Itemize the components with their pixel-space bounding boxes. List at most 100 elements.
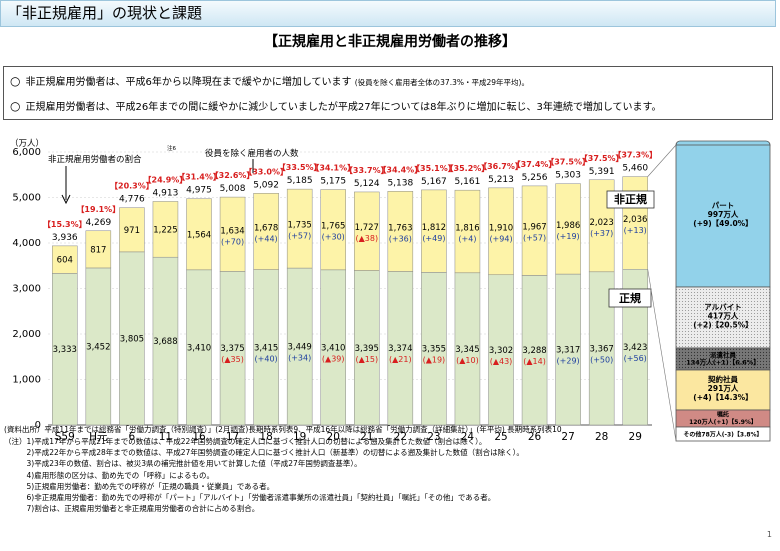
bar-nonregular-value: 1,727 [355,223,379,233]
bar-regular [354,270,380,426]
bar-regular [454,272,481,426]
bar-regular-change: (▲35) [221,355,244,364]
breakdown-name: 嘱託 [717,411,729,419]
bar-nonregular-change: (▲38) [355,234,378,243]
bar-nonregular-value: 1,986 [556,221,580,231]
bar-regular [320,269,346,426]
bar-regular [52,273,78,426]
summary-line-1: ○ 非正規雇用労働者は、平成6年から以降現在まで緩やかに増加しています (役員を除… [10,73,529,88]
bar-nonregular [186,198,212,271]
nonregular-ratio: 【34.4%】 [378,164,422,174]
bar-total: 5,138 [387,178,413,188]
bar-nonregular-value: 1,967 [522,223,546,233]
x-tick-label: 24 [461,431,475,443]
bar-total: 5,391 [589,167,615,177]
nonregular-tag-box [606,190,655,209]
bar-regular-value: 3,288 [522,346,546,356]
bar-regular [219,271,246,426]
bar-regular-value: 3,367 [589,344,613,354]
bar-nonregular-change: (+13) [624,226,647,235]
bar-regular-change: (▲15) [355,355,378,364]
bar-regular-change: (▲39) [322,354,345,363]
footnote-5: 5)正規雇用労働者：勤め先での呼称が「正規の職員・従業員」である者。 [4,481,275,491]
bar-total: 5,092 [253,180,279,190]
bar-total: 5,256 [522,173,548,183]
bar-regular-value: 3,302 [489,346,513,356]
breakdown-value: その他78万人(-3)【3.8%】 [683,431,762,439]
x-tick-label: H元 [89,431,108,443]
circle-bullet-icon: ○ [10,99,21,113]
x-tick-label: 17 [226,431,239,443]
breakdown-name: アルバイト [704,303,741,312]
nonregular-ratio: 【35.2%】 [446,163,490,173]
breakdown-segment [675,369,771,411]
bar-nonregular [253,193,279,270]
footnote-2: 2)平成22年から平成28年までの数値は、平成27年国勢調査の確定人口に基づく推… [4,448,524,458]
y-tick-label: 5,000 [12,193,41,204]
nonregular-ratio: 【37.5%】 [546,157,590,167]
bar-nonregular-value: 1,765 [321,222,345,232]
nonregular-ratio: 【24.9%】 [144,174,188,184]
bar-regular-value: 3,452 [86,342,110,352]
nonregular-ratio: 【32.6%】 [211,170,255,180]
bar-regular-change: (▲14) [523,357,546,366]
nonregular-ratio: 【34.1%】 [311,163,355,173]
nonregular-ratio: 【15.3%】 [43,219,87,229]
nonregular-ratio: 【37.3%】 [613,150,657,160]
nonregular-ratio: 【36.7%】 [479,161,523,171]
bar-nonregular [421,189,447,273]
x-tick-label: 25 [494,431,507,443]
bar-regular-value: 3,410 [321,343,345,353]
bar-nonregular [286,188,313,269]
bar-regular [286,267,313,426]
breakdown-change: (+9)【49.0%】 [693,218,752,228]
bar-regular-change: (▲10) [456,356,479,365]
bar-nonregular-value: 1,634 [220,226,244,236]
x-tick-label: 16 [192,431,206,443]
bar-nonregular [454,189,481,274]
bar-nonregular [488,187,514,276]
bar-regular-value: 3,410 [187,343,211,353]
bar-regular [421,272,447,426]
bar-total: 4,975 [186,186,212,196]
footnotes: （注）1)平成17年から平成21年までの数値は、平成22年国勢調査の確定人口に基… [4,436,524,514]
breakdown-segment [675,426,771,442]
bar-regular-value: 3,415 [254,343,278,353]
bar-nonregular-change: (+30) [322,233,345,242]
total-annotation: 役員を除く雇用者の人数 [205,148,299,159]
y-tick-label: 4,000 [12,238,41,249]
bar-nonregular [85,230,112,269]
bar-nonregular-change: (+36) [389,234,412,243]
bar-total: 4,913 [153,188,179,198]
bar-regular-change: (▲43) [490,357,513,366]
bar-nonregular [152,201,179,258]
bar-nonregular-value: 1,812 [422,223,446,233]
bar-total: 5,008 [220,184,246,194]
nonregular-ratio: 【19.1%】 [76,204,120,214]
y-tick-label: 3,000 [12,284,41,295]
bar-nonregular-value: 2,023 [589,218,613,228]
bar-nonregular-change: (+19) [557,232,580,241]
bar-regular [186,269,212,426]
bar-total: 5,460 [622,164,648,174]
bar-regular-value: 3,449 [287,343,311,353]
bar-nonregular-value: 1,735 [287,221,311,231]
nonregular-ratio: 【20.3%】 [110,181,154,191]
bar-regular-value: 3,374 [388,344,412,354]
bar-regular [555,273,581,426]
bar-nonregular-value: 971 [124,226,140,236]
bar-nonregular-value: 1,763 [388,223,412,233]
note6-marker: 注6 [167,144,177,152]
nonregular-ratio: 【37.4%】 [513,159,557,169]
breakdown-name: 契約社員 [707,374,738,384]
circle-bullet-icon: ○ [10,74,21,88]
bar-nonregular [521,185,548,276]
y-tick-label: 0 [35,420,41,431]
x-tick-label: 6 [129,431,136,443]
breakdown-change: (+4)【14.3%】 [693,392,752,402]
breakdown-value: 134万人(+1)【6.6%】 [686,358,760,367]
bar-regular-value: 3,355 [422,345,446,355]
bar-nonregular [119,207,145,253]
bar-regular-change: (▲19) [423,356,446,365]
